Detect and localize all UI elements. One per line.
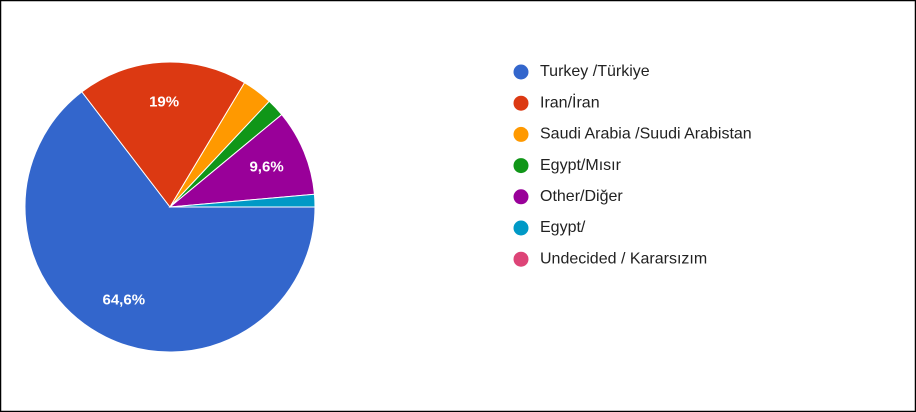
legend-swatch bbox=[513, 95, 529, 111]
legend-swatch bbox=[513, 158, 529, 174]
legend-label: Egypt/ bbox=[540, 219, 586, 236]
pie-slice bbox=[168, 113, 315, 208]
legend-swatch bbox=[513, 251, 529, 267]
pie-slice bbox=[169, 193, 316, 208]
data-label: 19% bbox=[149, 94, 179, 111]
legend-label: Iran/İran bbox=[540, 92, 600, 111]
legend-swatch bbox=[513, 64, 529, 80]
data-label: 9,6% bbox=[249, 158, 283, 175]
pie-slice bbox=[81, 61, 246, 208]
pie-slice bbox=[24, 91, 316, 353]
legend-label: Turkey /Türkiye bbox=[540, 63, 650, 80]
legend-swatch bbox=[513, 126, 529, 142]
legend-label: Saudi Arabia /Suudi Arabistan bbox=[540, 126, 752, 143]
data-label: 64,6% bbox=[103, 292, 146, 309]
legend-label: Other/Diğer bbox=[540, 188, 623, 205]
legend-label: Undecided / Kararsızım bbox=[540, 250, 707, 267]
legend-swatch bbox=[513, 189, 529, 205]
legend-label: Egypt/Mısır bbox=[540, 157, 622, 174]
legend-swatch bbox=[513, 220, 529, 236]
